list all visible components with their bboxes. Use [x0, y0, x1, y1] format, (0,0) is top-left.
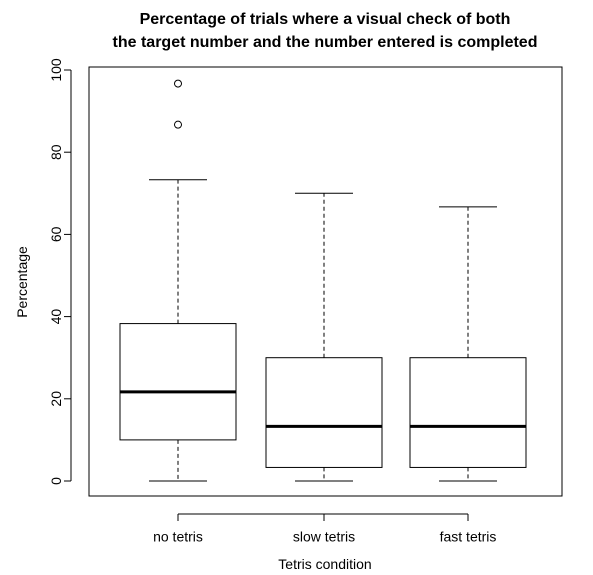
- x-axis-label: Tetris condition: [278, 556, 371, 572]
- boxes: [119, 79, 527, 482]
- chart-title-line-1: Percentage of trials where a visual chec…: [140, 11, 511, 28]
- y-axis-label: Percentage: [14, 246, 30, 318]
- chart-title-line-2: the target number and the number entered…: [113, 34, 538, 51]
- y-axis: 0 20 40 60 80 100: [48, 58, 72, 485]
- x-tick-label: no tetris: [153, 528, 203, 544]
- outlier-point: [174, 79, 182, 88]
- y-tick-label: 60: [48, 226, 64, 242]
- box-slow-tetris: [265, 192, 383, 482]
- box-no-tetris: [119, 79, 237, 482]
- iqr-box: [409, 357, 527, 468]
- y-tick-label: 100: [48, 58, 64, 82]
- y-tick-label: 40: [48, 309, 64, 325]
- plot-frame: [88, 66, 563, 497]
- y-tick-label: 20: [48, 391, 64, 407]
- y-tick-label: 80: [48, 144, 64, 160]
- iqr-box: [265, 357, 383, 468]
- y-tick-label: 0: [48, 477, 64, 485]
- outlier-point: [174, 120, 182, 129]
- box-fast-tetris: [409, 206, 527, 482]
- x-axis: no tetris slow tetris fast tetris: [153, 513, 497, 544]
- iqr-box: [119, 323, 237, 441]
- x-tick-label: slow tetris: [293, 528, 355, 544]
- x-tick-label: fast tetris: [440, 528, 497, 544]
